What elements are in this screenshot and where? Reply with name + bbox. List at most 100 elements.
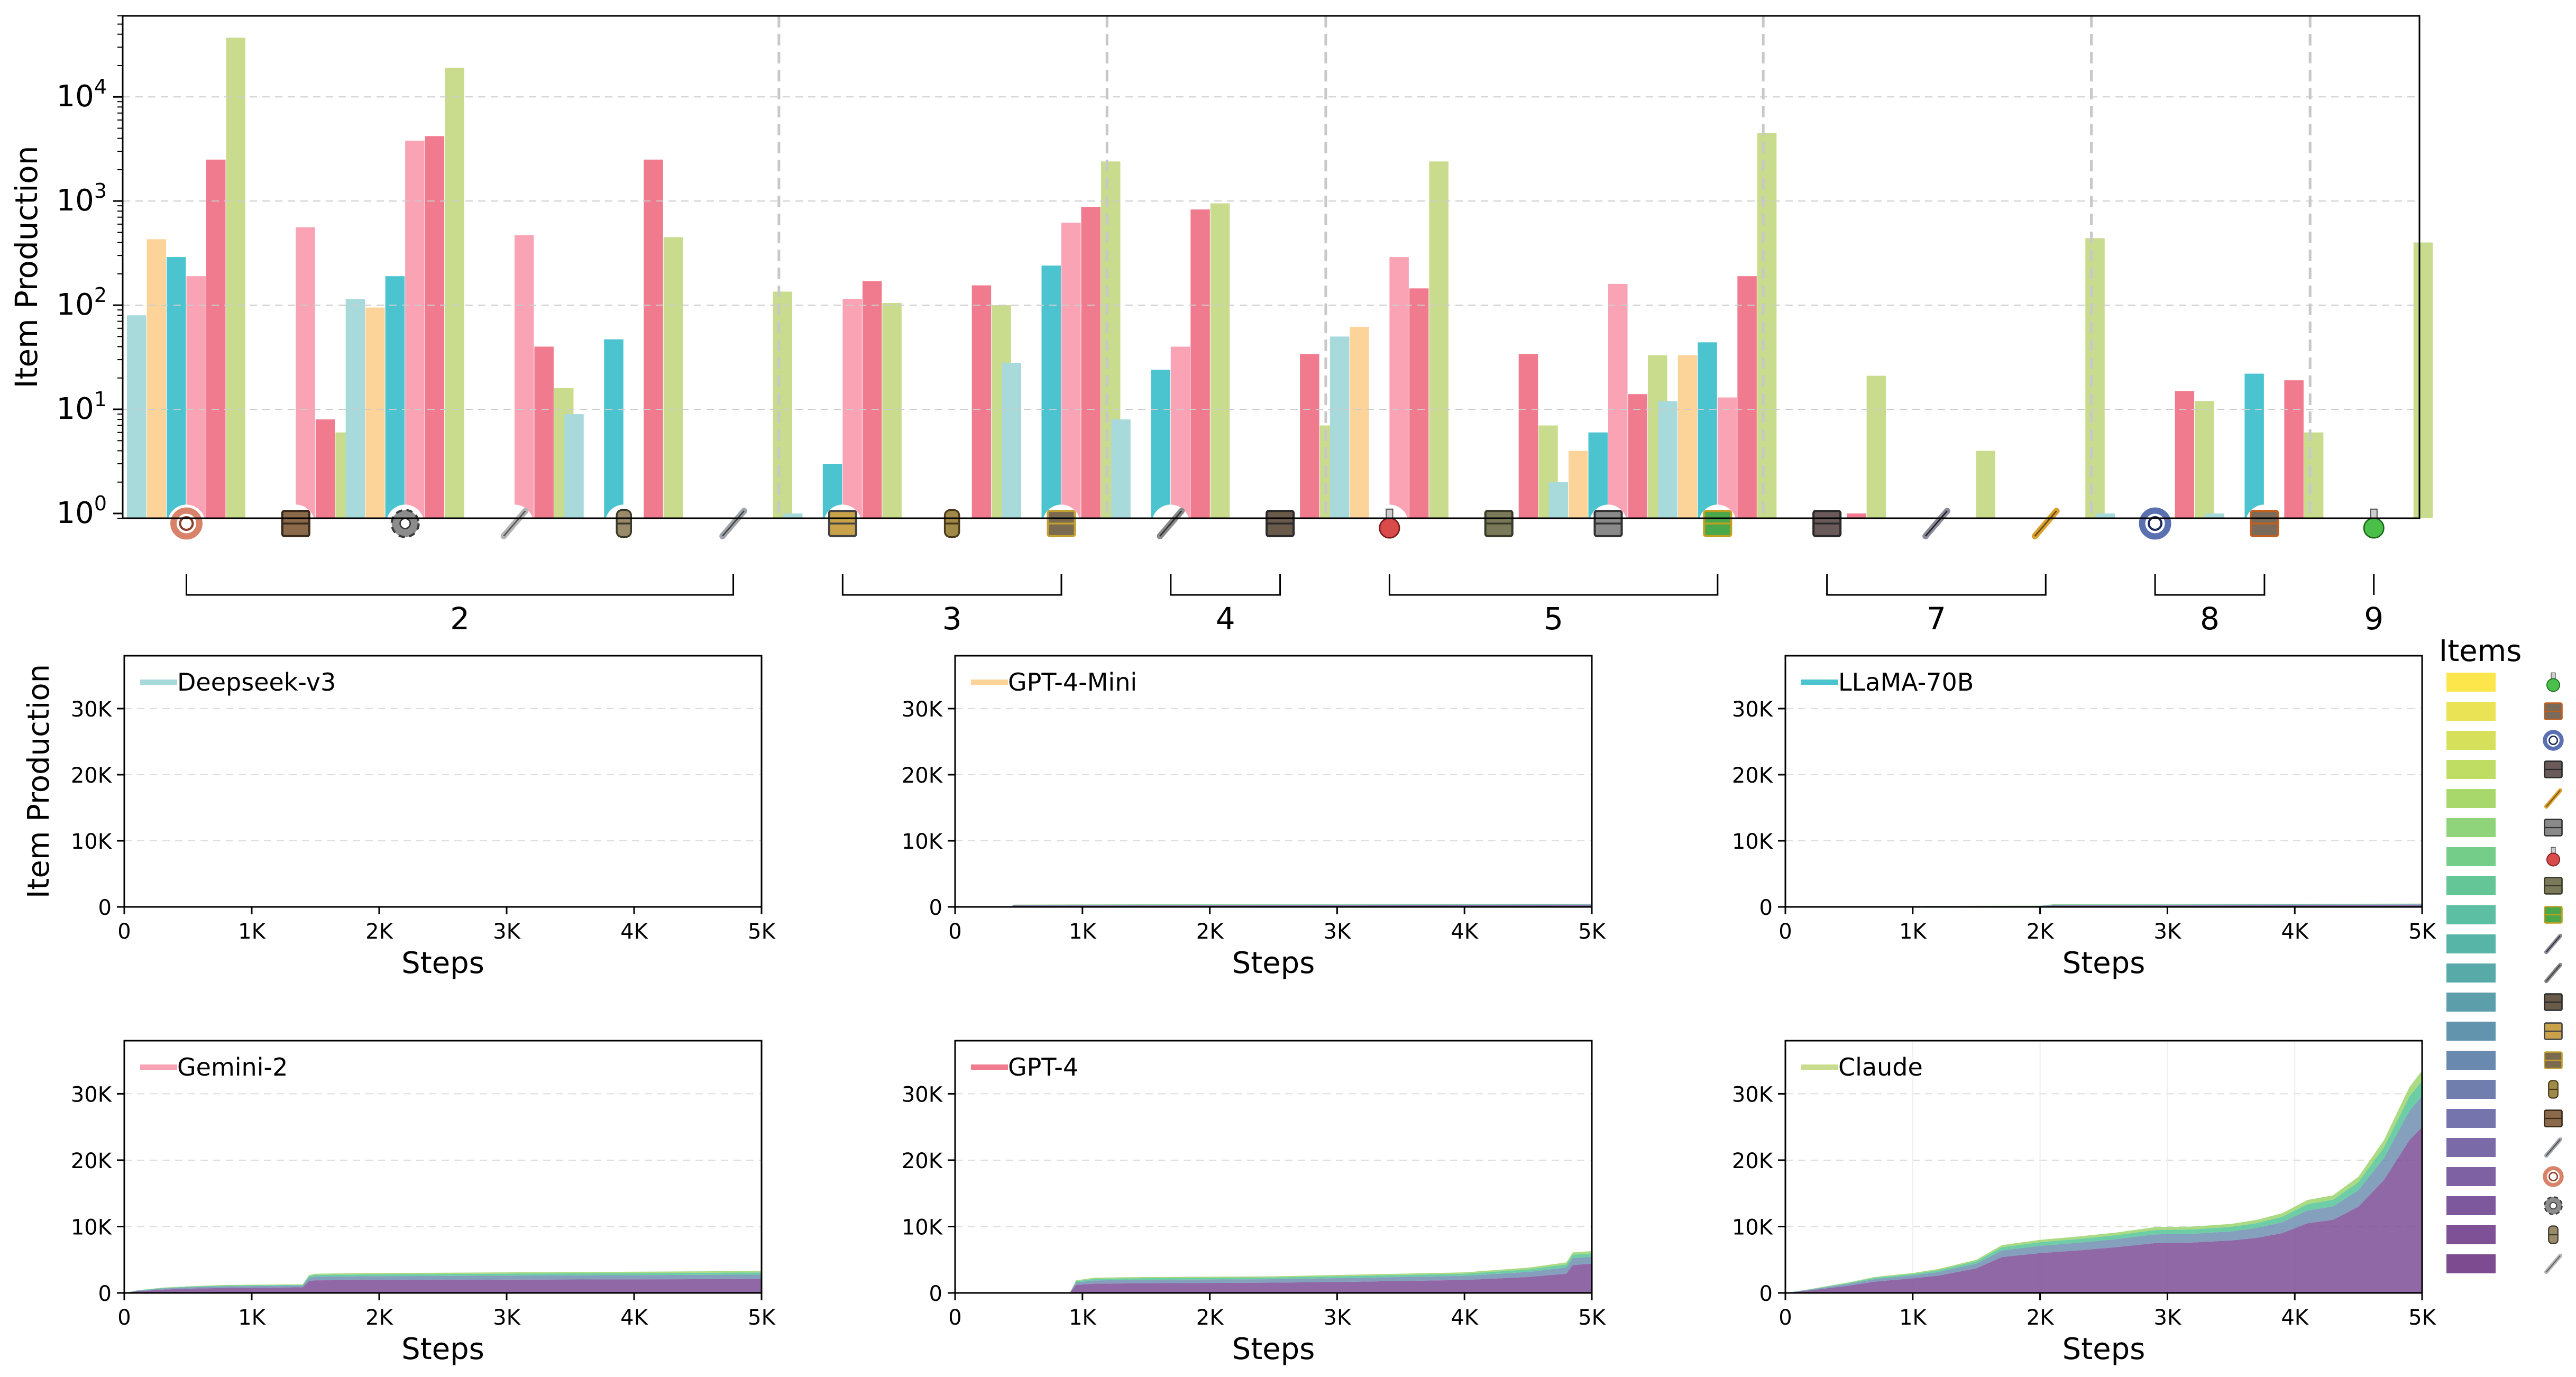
panel-xtick-label: 0 <box>1779 1306 1792 1330</box>
panel-ytick-label: 10K <box>902 1215 943 1240</box>
icon-shape <box>2548 1171 2559 1182</box>
bar-LLaMA-70B-assembling-machine-1 <box>1588 432 1608 518</box>
panel-ytick-label: 20K <box>1732 1149 1774 1173</box>
wooden-chest-icon <box>277 504 315 543</box>
panel-xtick-label: 0 <box>117 1306 131 1330</box>
bar-Gemini-2-transport-belt <box>842 299 862 518</box>
panel-xtick-label: 2K <box>365 1306 393 1330</box>
iron-gear-wheel-icon <box>2541 1193 2566 1218</box>
legend-swatch <box>2446 731 2496 750</box>
panel-xlabel: Steps <box>401 946 484 980</box>
bar-Gemini-2-copper-cable <box>186 276 206 518</box>
logistic-science-pack-icon <box>2354 504 2393 543</box>
electronic-circuit-icon <box>2541 902 2566 928</box>
legend-swatch <box>2446 876 2496 895</box>
iron-stick-icon <box>496 504 534 543</box>
bar-LLaMA-70B-pipe <box>604 339 624 518</box>
panel-xtick-label: 5K <box>2408 920 2436 944</box>
bar-Claude-rocket-fuel <box>2195 401 2214 518</box>
panel-xlabel: Steps <box>1232 946 1315 980</box>
panel-ytick-label: 0 <box>929 1282 942 1306</box>
panel-GPT-4-Mini: 0 10K 20K 30K 0 1K 2K 3K 4K 5K Steps GPT-4-Mini <box>902 655 1607 980</box>
area-layer-2 <box>124 1274 762 1293</box>
panel-xtick-label: 3K <box>1324 920 1352 944</box>
bar-Claude-lab <box>1866 375 1886 518</box>
group-bracket <box>1170 574 1281 596</box>
panel-xtick-label: 2K <box>2027 1306 2055 1330</box>
icon-shape <box>2034 510 2057 537</box>
bar-LLaMA-70B-iron-gear-wheel <box>385 276 405 518</box>
legend-swatch <box>2446 1254 2496 1273</box>
panel-frame <box>954 655 1593 908</box>
area-panels: 0 10K 20K 30K 0 1K 2K 3K 4K 5K Steps Deepseek-v3 Ite… <box>22 655 2437 1366</box>
panel-ytick-label: 30K <box>71 1082 113 1107</box>
panel-xtick-label: 2K <box>1196 1306 1224 1330</box>
icon-shape <box>399 518 411 529</box>
panel-ytick-label: 20K <box>71 764 113 788</box>
burner-mining-drill-icon <box>2541 989 2566 1015</box>
bar-Gemini-2-wooden-chest <box>296 227 315 518</box>
iron-stick-icon <box>2541 1251 2566 1277</box>
copper-cable-icon <box>2541 1164 2566 1189</box>
pipe-to-ground-icon <box>2541 960 2566 986</box>
panel-LLaMA-70B: 0 10K 20K 30K 0 1K 2K 3K 4K 5K Steps LLaMA-70B <box>1732 655 2437 980</box>
panel-xtick-label: 4K <box>1451 920 1479 944</box>
lab-icon <box>1808 504 1846 543</box>
panel-xtick-label: 2K <box>2027 920 2055 944</box>
panel-xtick-label: 3K <box>2154 920 2182 944</box>
group-label: 7 <box>1927 601 1946 637</box>
icon-shape <box>503 510 526 537</box>
steel-plate-icon <box>2541 1135 2566 1160</box>
electronic-circuit-icon <box>1699 504 1737 543</box>
legend-swatch <box>2446 760 2496 779</box>
bar-Claude-pipe-to-ground <box>1210 203 1230 518</box>
panel-xtick-label: 5K <box>1578 920 1606 944</box>
group-label: 8 <box>2200 601 2220 637</box>
group-label: 5 <box>1544 601 1563 637</box>
icon-shape <box>722 510 745 537</box>
logistic-science-pack-icon <box>2541 669 2566 695</box>
panel-frame <box>123 1040 763 1294</box>
panel-xlabel: Steps <box>401 1332 484 1366</box>
legend-swatch <box>2446 847 2496 866</box>
automation-science-pack-icon <box>2541 844 2566 869</box>
bar-GPT-4-gun-turret <box>2284 380 2304 518</box>
panel-xtick-label: 4K <box>2281 920 2309 944</box>
firearm-magazine-icon <box>933 504 971 543</box>
bar-GPT-4-lab <box>1847 513 1866 518</box>
legend-swatch <box>2446 1022 2496 1041</box>
panel-ytick-label: 30K <box>1732 697 1774 722</box>
area-layer-base <box>124 1279 762 1293</box>
panel-ytick-label: 0 <box>929 896 942 920</box>
icon-shape <box>2370 508 2378 519</box>
panel-xtick-label: 5K <box>2408 1306 2436 1330</box>
panel-ytick-label: 30K <box>71 697 113 722</box>
bar-GPT-4-transport-belt <box>862 281 882 518</box>
panel-legend-label: Claude <box>1838 1053 1923 1081</box>
rocket-fuel-icon <box>2541 728 2566 753</box>
transport-belt-icon <box>823 504 862 543</box>
bar-LLaMA-70B-gun-turret <box>2244 373 2264 518</box>
electric-mining-drill-icon <box>1042 504 1080 543</box>
legend-swatch <box>2446 1080 2496 1099</box>
panel-ytick-label: 10K <box>71 830 113 854</box>
icon-shape <box>2546 965 2561 981</box>
bar-Claude-electronic-circuit <box>1757 133 1777 518</box>
panel-xtick-label: 1K <box>1069 1306 1097 1330</box>
bar-Deepseek-v3-gun-turret <box>2205 513 2224 518</box>
icon-shape <box>2551 672 2556 680</box>
panel-xtick-label: 0 <box>948 920 961 944</box>
panel-xtick-label: 0 <box>948 1306 961 1330</box>
group-bracket <box>841 574 1062 596</box>
panel-xtick-label: 3K <box>493 1306 521 1330</box>
fast-inserter-icon <box>2027 504 2065 543</box>
inserter-icon <box>1917 504 1956 543</box>
bar-Claude-logistic-science-pack <box>2413 242 2433 518</box>
bar-GPT-4-Mini-iron-gear-wheel <box>365 307 385 518</box>
panel-xtick-label: 1K <box>1899 920 1927 944</box>
bar-GPT-4-Mini-automation-science-pack <box>1350 327 1369 518</box>
bar-GPT-4-automation-science-pack <box>1409 288 1429 518</box>
panel-ytick-label: 10K <box>1732 830 1774 854</box>
